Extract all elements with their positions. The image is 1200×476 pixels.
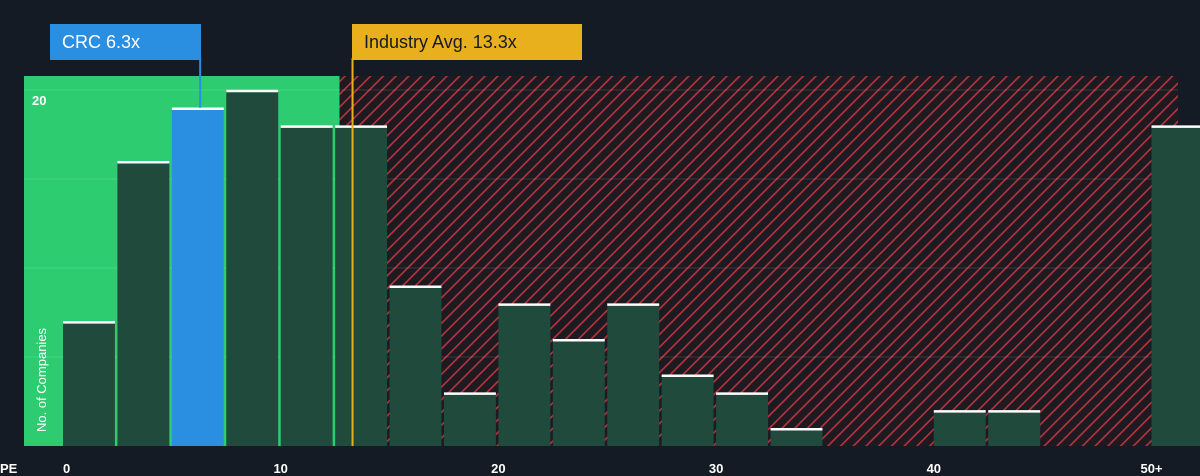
industry-avg-callout: Industry Avg. 13.3x: [352, 24, 582, 60]
subject-callout: CRC 6.3x: [50, 24, 201, 60]
histogram-bar: [389, 285, 442, 446]
histogram-bar: [770, 428, 823, 446]
x-axis: 0 10 20 30 40 50+: [63, 461, 1163, 476]
subject-bar: [171, 107, 224, 447]
x-tick-label: 30: [709, 461, 723, 476]
x-tick-label: 20: [491, 461, 505, 476]
x-tick-label: 50+: [1140, 461, 1162, 476]
y-axis-label: No. of Companies: [34, 327, 49, 432]
x-tick-label: 40: [927, 461, 941, 476]
overvalued-zone: [339, 76, 1178, 446]
histogram-bar: [226, 90, 279, 446]
bars: [63, 89, 1200, 447]
histogram-bar: [716, 392, 769, 446]
reference-lines: [199, 58, 354, 446]
x-axis-label: PE: [0, 461, 18, 476]
y-tick-label: 20: [32, 93, 46, 108]
histogram-bar: [661, 374, 714, 446]
histogram-bar: [280, 125, 333, 446]
histogram-bar: [117, 161, 170, 446]
histogram-bar: [552, 339, 605, 446]
histogram-bar: [933, 410, 986, 446]
histogram-bar: [63, 321, 115, 446]
histogram-bar: [988, 410, 1041, 446]
histogram-bar: [607, 303, 660, 446]
x-tick-label: 10: [273, 461, 287, 476]
x-tick-label: 0: [63, 461, 70, 476]
histogram-bar: [1151, 125, 1200, 446]
histogram-bar: [335, 125, 388, 446]
histogram-bar: [498, 303, 551, 446]
histogram-bar: [443, 392, 496, 446]
